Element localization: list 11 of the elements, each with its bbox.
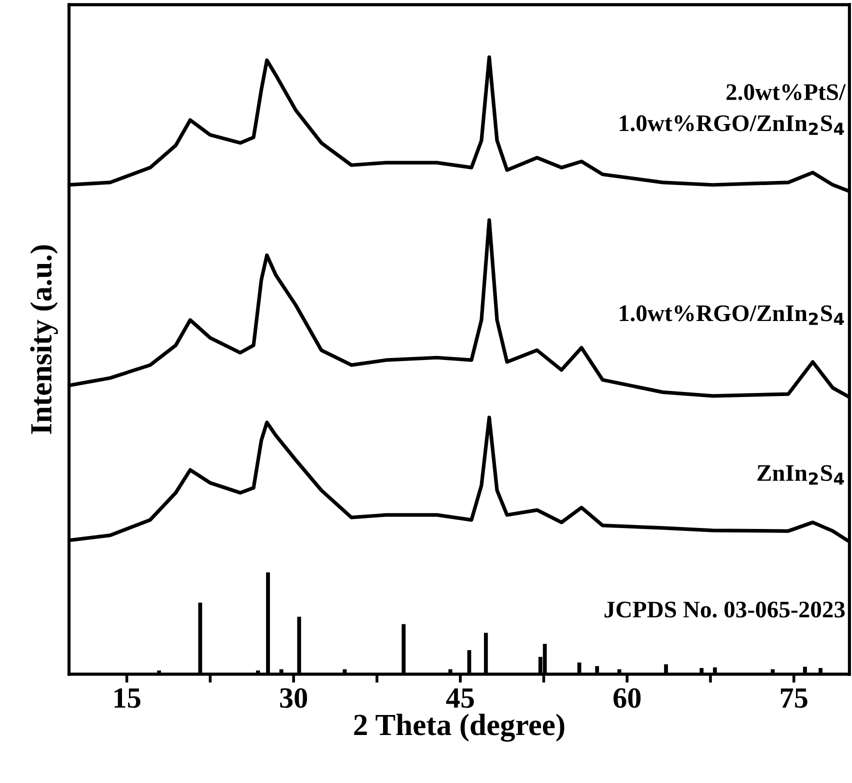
x-tick-label: 75 xyxy=(780,688,808,708)
x-tick-label: 30 xyxy=(280,688,308,708)
x-tick-label: 15 xyxy=(114,688,140,708)
series-label: 2.0wt%PtS/ 1.0wt%RGO/ZnIn$_{2}$S$_{4}$ xyxy=(620,84,846,135)
text: JCPDS No. 03-065-2023 xyxy=(604,602,845,618)
x-axis-title: 2 Theta (degree) xyxy=(354,714,564,742)
y-axis-title: Intensity (a.u.) xyxy=(30,245,58,434)
series-label: ZnIn$_{2}$S$_{4}$ xyxy=(757,465,844,485)
x-tick-label: 60 xyxy=(614,688,641,708)
x-tick-label: 45 xyxy=(446,688,474,708)
series-label: 1.0wt%RGO/ZnIn$_{2}$S$_{4}$ xyxy=(620,305,844,325)
